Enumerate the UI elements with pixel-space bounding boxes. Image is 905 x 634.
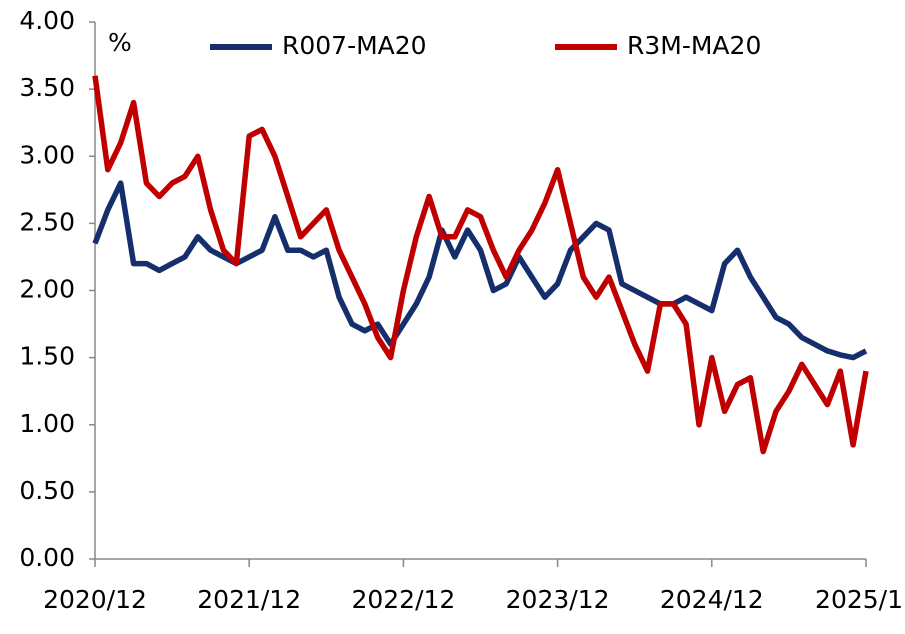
x-tick-label: 2020/12 xyxy=(43,585,147,614)
legend-label: R3M-MA20 xyxy=(627,31,761,60)
x-tick-label: 2022/12 xyxy=(351,585,455,614)
x-tick-label: 2021/12 xyxy=(197,585,301,614)
y-tick-label: 3.00 xyxy=(19,140,75,169)
y-tick-label: 0.50 xyxy=(19,476,75,505)
y-tick-label: 0.00 xyxy=(19,543,75,572)
legend-label: R007-MA20 xyxy=(282,31,427,60)
y-tick-label: 2.50 xyxy=(19,207,75,236)
x-tick-label: 2024/12 xyxy=(660,585,764,614)
y-tick-label: 3.50 xyxy=(19,73,75,102)
series-line xyxy=(92,75,869,455)
y-unit: % xyxy=(108,28,132,57)
y-tick-label: 2.00 xyxy=(19,275,75,304)
series-line xyxy=(92,180,868,361)
y-tick-label: 1.50 xyxy=(19,342,75,371)
y-tick-label: 4.00 xyxy=(19,6,75,35)
x-tick-label: 2025/1 xyxy=(815,585,903,614)
y-tick-label: 1.00 xyxy=(19,409,75,438)
x-tick-label: 2023/12 xyxy=(506,585,610,614)
